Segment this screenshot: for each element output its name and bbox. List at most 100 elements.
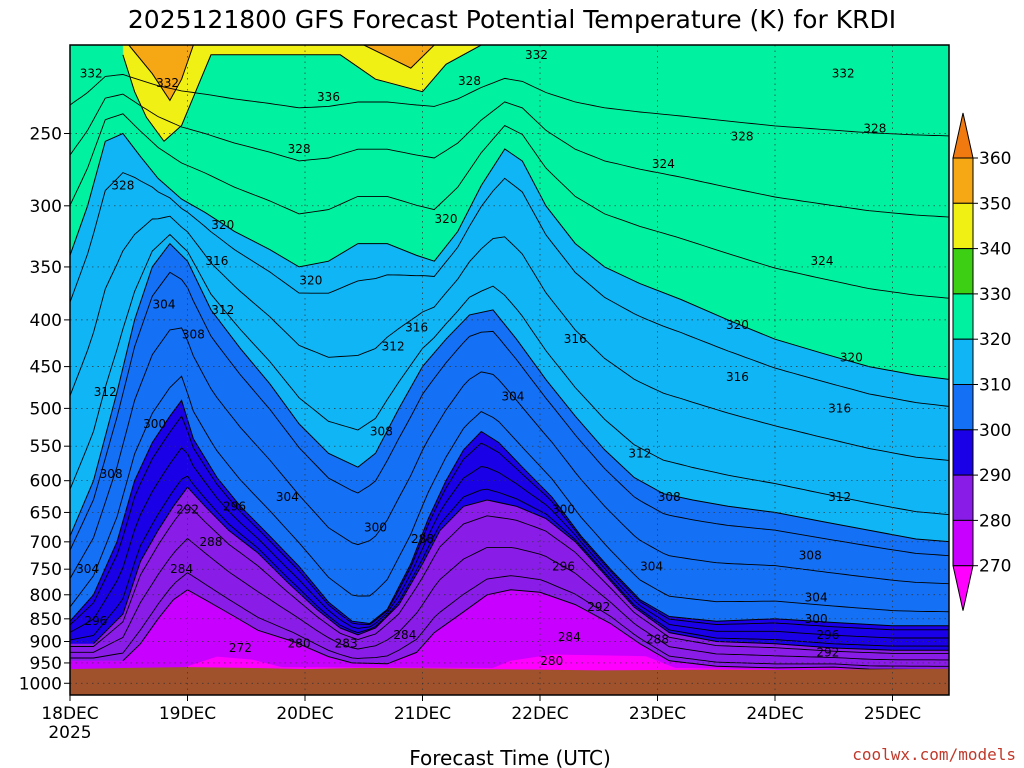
colorbar-label: 360 (979, 149, 1011, 169)
contour-label: 336 (317, 90, 340, 104)
contour-label: 308 (182, 327, 205, 341)
contour-label: 300 (364, 520, 387, 534)
contour-label: 324 (811, 254, 834, 268)
isoline (70, 447, 949, 639)
contour-label: 296 (223, 499, 246, 513)
isoline-280 (122, 589, 949, 671)
contour-label: 328 (288, 142, 311, 156)
contour-label: 316 (828, 401, 851, 415)
contour-label: 304 (276, 490, 299, 504)
contour-label: 280 (288, 637, 311, 651)
contour-label: 308 (370, 424, 393, 438)
contour-label: 304 (502, 389, 525, 403)
contour-label: 312 (211, 303, 234, 317)
contour-label: 312 (382, 340, 405, 354)
terrain-ground (70, 667, 949, 695)
contour-bands (70, 45, 949, 695)
isoline-320 (70, 132, 949, 380)
colorbar-segment (952, 519, 974, 567)
chart-title: 2025121800 GFS Forecast Potential Temper… (128, 5, 896, 34)
band-350 (128, 45, 435, 101)
y-tick-label: 850 (30, 610, 62, 630)
isoline (70, 375, 949, 613)
credit-text: coolwx.com/models (852, 745, 1016, 764)
contour-label: 332 (832, 67, 855, 81)
colorbar-segment (952, 293, 974, 340)
x-tick-label: 19DEC (159, 704, 216, 724)
contour-label: 292 (587, 600, 610, 614)
isoline (70, 503, 949, 654)
contour-label: 300 (805, 612, 828, 626)
isoline (70, 172, 949, 407)
x-tick-label: 21DEC (394, 704, 451, 724)
y-tick-label: 400 (30, 311, 62, 331)
colorbar-segment (952, 474, 974, 521)
colorbar-bottom-triangle (952, 565, 974, 611)
contour-label: 332 (80, 67, 103, 81)
colorbar-top-triangle (952, 112, 974, 159)
contour-label: 304 (76, 562, 99, 576)
x-tick-label: 18DEC (41, 704, 98, 724)
contour-label: 308 (100, 467, 123, 481)
y-tick-label: 950 (30, 654, 62, 674)
contour-label: 320 (726, 318, 749, 332)
colorbar-segment (952, 429, 974, 476)
colorbar-label: 300 (979, 421, 1011, 441)
isoline-340 (122, 45, 482, 143)
colorbar-segment (952, 384, 974, 431)
contour-labels: 332 332 336 332 328 332 328 328 328 328 324 324 320 3… (76, 48, 886, 668)
isoline-290 (93, 486, 949, 651)
contour-label: 312 (828, 490, 851, 504)
contour-label: 300 (552, 502, 575, 516)
isoline (70, 572, 949, 667)
contour-label: 304 (640, 560, 663, 574)
contour-label: 304 (805, 590, 828, 604)
y-tick-label: 350 (30, 258, 62, 278)
isoline-upper (70, 113, 949, 299)
x-axis: 18DEC 19DEC 20DEC 21DEC 22DEC 23DEC 24DEC 25DEC (41, 695, 921, 724)
contour-label: 316 (726, 370, 749, 384)
y-axis: 2503003504004505005506006507007508008509… (19, 124, 70, 694)
band-320 (70, 45, 949, 380)
y-tick-label: 1000 (19, 674, 62, 694)
y-tick-label: 750 (30, 560, 62, 580)
y-tick-label: 250 (30, 124, 62, 144)
contour-label: 272 (229, 641, 252, 655)
x-tick-label: 25DEC (864, 704, 921, 724)
y-tick-label: 650 (30, 503, 62, 523)
colorbar-segment (952, 157, 974, 204)
isoline-upper (70, 93, 949, 218)
y-tick-label: 450 (30, 358, 62, 378)
x-tick-label: 23DEC (629, 704, 686, 724)
grid-lines (70, 45, 949, 695)
contour-label: 328 (863, 122, 886, 136)
isoline-310 (70, 242, 949, 543)
contour-label: 283 (335, 637, 358, 651)
y-tick-label: 600 (30, 472, 62, 492)
band-340 (122, 45, 482, 142)
colorbar: 360 350 340 330 320 310 300 290 280 270 (952, 112, 1011, 611)
colorbar-label: 290 (979, 466, 1011, 486)
contour-label: 328 (458, 74, 481, 88)
contour-label: 308 (799, 549, 822, 563)
contour-label: 284 (170, 562, 193, 576)
y-tick-label: 700 (30, 533, 62, 553)
contour-label: 320 (299, 273, 322, 287)
contour-label: 280 (540, 654, 563, 668)
x-axis-label: Forecast Time (UTC) (409, 746, 611, 768)
isoline (70, 327, 949, 585)
isoline (70, 537, 949, 661)
y-tick-label: 500 (30, 399, 62, 419)
y-tick-label: 300 (30, 197, 62, 217)
contour-label: 288 (646, 632, 669, 646)
y-tick-label: 900 (30, 632, 62, 652)
contour-label: 312 (94, 385, 117, 399)
colorbar-label: 280 (979, 511, 1011, 531)
contour-label: 296 (84, 614, 107, 628)
colorbar-segment (952, 248, 974, 295)
contour-label: 332 (525, 48, 548, 62)
isoline (70, 415, 949, 631)
contour-label: 324 (652, 157, 675, 171)
x-tick-label: 24DEC (746, 704, 803, 724)
colorbar-label: 320 (979, 330, 1011, 350)
